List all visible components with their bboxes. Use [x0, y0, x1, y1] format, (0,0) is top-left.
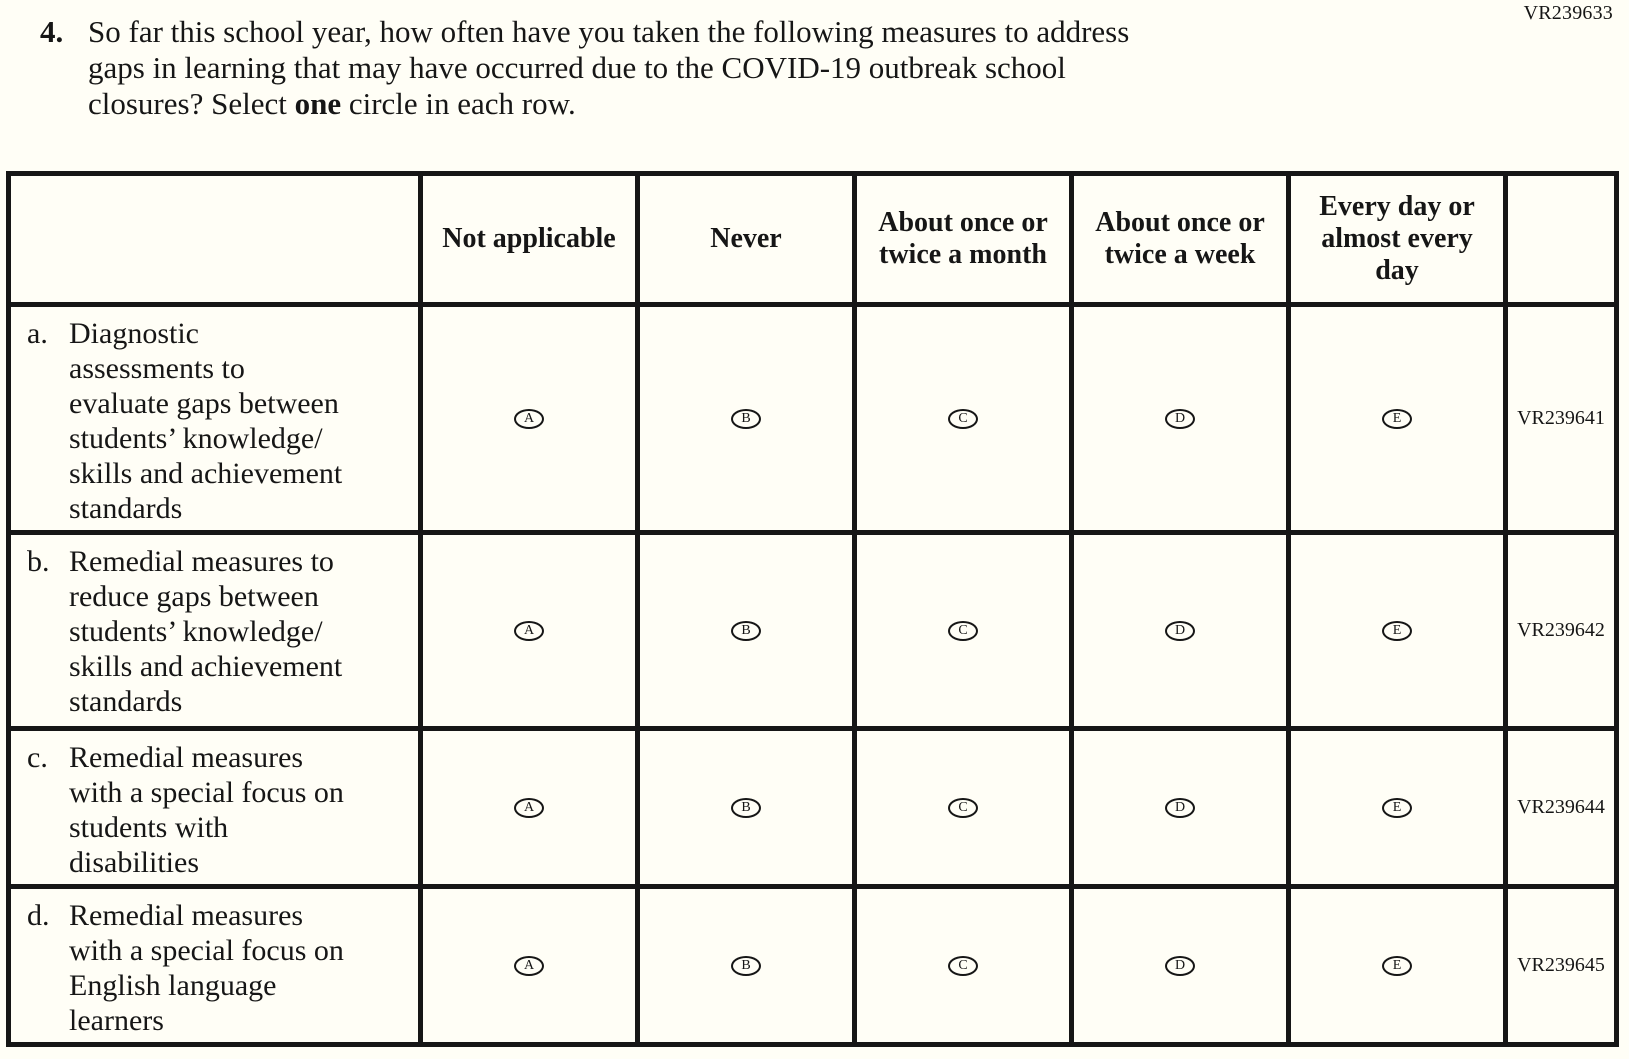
option-circle-B[interactable]: B: [731, 797, 761, 818]
cell-row-a-once-twice-month: C: [852, 302, 1074, 535]
option-circle-C[interactable]: C: [948, 408, 978, 429]
option-circle-D[interactable]: D: [1165, 408, 1195, 429]
cell-row-b-every-day: E: [1286, 530, 1508, 731]
row-code: VR239642: [1503, 530, 1619, 731]
question-text: So far this school year, how often have …: [88, 14, 1129, 122]
row-label-text: Diagnostic assessments to evaluate gaps …: [69, 317, 343, 525]
cell-row-b-once-twice-week: D: [1069, 530, 1291, 731]
header-never: Never: [635, 171, 857, 307]
table-row-d: d. Remedial measures with a special focus…: [6, 884, 1619, 1047]
cell-row-b-not-applicable: A: [418, 530, 640, 731]
header-once-twice-week: About once or twice a week: [1069, 171, 1291, 307]
row-letter: d.: [27, 899, 50, 932]
option-circle-C[interactable]: C: [948, 620, 978, 641]
cell-row-d-once-twice-week: D: [1069, 884, 1291, 1047]
cell-row-a-not-applicable: A: [418, 302, 640, 535]
form-code: VR239633: [1523, 2, 1613, 24]
header-row: Not applicable Never About once or twice…: [6, 171, 1619, 307]
row-letter: c.: [27, 741, 48, 774]
option-circle-A[interactable]: A: [514, 955, 544, 976]
header-once-twice-month: About once or twice a month: [852, 171, 1074, 307]
table-row-b: b. Remedial measures to reduce gaps betwe…: [6, 530, 1619, 731]
option-circle-B[interactable]: B: [731, 620, 761, 641]
question-line-2: gaps in learning that may have occurred …: [88, 50, 1066, 85]
row-letter: b.: [27, 545, 50, 578]
option-circle-C[interactable]: C: [948, 797, 978, 818]
question-line-3-suffix: circle in each row.: [341, 86, 576, 121]
row-label-cell: a. Diagnostic assessments to evaluate gap…: [6, 302, 423, 535]
option-circle-C[interactable]: C: [948, 955, 978, 976]
question-line-3: closures? Select one circle in each row.: [88, 86, 1129, 122]
question-number: 4.: [40, 14, 64, 49]
row-label-cell: b. Remedial measures to reduce gaps betwe…: [6, 530, 423, 731]
cell-row-d-not-applicable: A: [418, 884, 640, 1047]
row-label-cell: c. Remedial measures with a special focus…: [6, 726, 423, 889]
row-code: VR239641: [1503, 302, 1619, 535]
cell-row-a-never: B: [635, 302, 857, 535]
cell-row-c-once-twice-month: C: [852, 726, 1074, 889]
question-line-3-bold: one: [294, 86, 342, 121]
option-circle-B[interactable]: B: [731, 408, 761, 429]
header-not-applicable: Not applicable: [418, 171, 640, 307]
option-circle-D[interactable]: D: [1165, 955, 1195, 976]
response-grid-table: Not applicable Never About once or twice…: [6, 171, 1619, 1047]
cell-row-a-every-day: E: [1286, 302, 1508, 535]
option-circle-D[interactable]: D: [1165, 797, 1195, 818]
cell-row-b-never: B: [635, 530, 857, 731]
option-circle-E[interactable]: E: [1382, 408, 1412, 429]
row-label-cell: d. Remedial measures with a special focus…: [6, 884, 423, 1047]
row-code: VR239644: [1503, 726, 1619, 889]
table-row-a: a. Diagnostic assessments to evaluate gap…: [6, 302, 1619, 535]
row-code: VR239645: [1503, 884, 1619, 1047]
row-label-text: Remedial measures to reduce gaps between…: [69, 545, 343, 718]
row-letter: a.: [27, 317, 48, 350]
header-blank-code-column: [1503, 171, 1619, 307]
option-circle-E[interactable]: E: [1382, 620, 1412, 641]
cell-row-c-once-twice-week: D: [1069, 726, 1291, 889]
header-blank-label-column: [6, 171, 423, 307]
cell-row-c-not-applicable: A: [418, 726, 640, 889]
table-row-c: c. Remedial measures with a special focus…: [6, 726, 1619, 889]
cell-row-c-never: B: [635, 726, 857, 889]
row-label-text: Remedial measures with a special focus o…: [69, 899, 344, 1037]
cell-row-d-every-day: E: [1286, 884, 1508, 1047]
option-circle-E[interactable]: E: [1382, 797, 1412, 818]
cell-row-b-once-twice-month: C: [852, 530, 1074, 731]
option-circle-D[interactable]: D: [1165, 620, 1195, 641]
cell-row-d-never: B: [635, 884, 857, 1047]
cell-row-d-once-twice-month: C: [852, 884, 1074, 1047]
option-circle-A[interactable]: A: [514, 797, 544, 818]
question-line-3-prefix: closures? Select: [88, 86, 295, 121]
option-circle-A[interactable]: A: [514, 620, 544, 641]
option-circle-B[interactable]: B: [731, 955, 761, 976]
question-block: 4. So far this school year, how often ha…: [40, 14, 1129, 122]
option-circle-A[interactable]: A: [514, 408, 544, 429]
header-every-day: Every day or almost every day: [1286, 171, 1508, 307]
option-circle-E[interactable]: E: [1382, 955, 1412, 976]
cell-row-c-every-day: E: [1286, 726, 1508, 889]
cell-row-a-once-twice-week: D: [1069, 302, 1291, 535]
question-line-1: So far this school year, how often have …: [88, 14, 1130, 49]
row-label-text: Remedial measures with a special focus o…: [69, 741, 344, 879]
